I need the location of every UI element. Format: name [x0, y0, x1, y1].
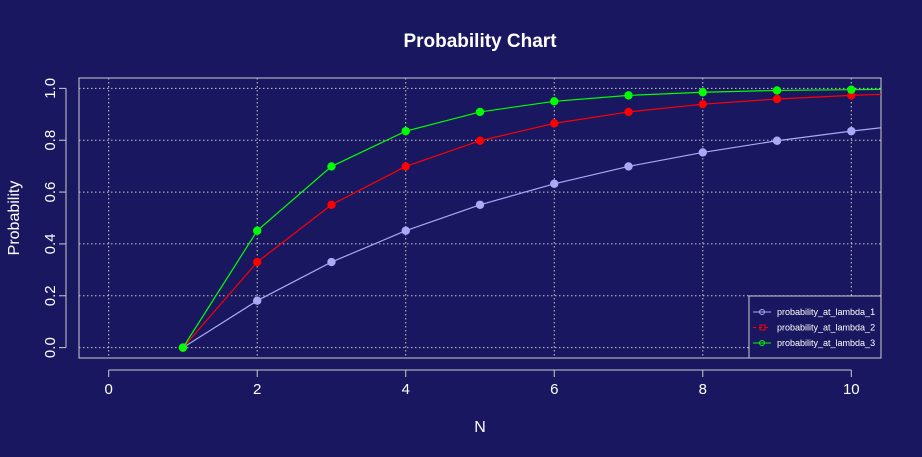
series-3 [178, 85, 882, 352]
data-point-1 [253, 296, 262, 305]
series-group [178, 85, 882, 352]
legend-marker-2 [759, 324, 766, 331]
chart-title: Probability Chart [403, 31, 557, 52]
y-tick-label: 0.2 [42, 285, 59, 306]
x-tick-label: 0 [105, 381, 113, 398]
data-point-2 [550, 119, 559, 128]
data-point-3 [401, 126, 410, 136]
x-tick-label: 4 [402, 381, 410, 398]
legend-label-3: probability_at_lambda_3 [777, 338, 875, 348]
x-tick-label: 8 [699, 381, 707, 398]
data-point-1 [475, 200, 485, 209]
y-axis-label: Probability [6, 181, 23, 256]
data-point-3 [624, 91, 633, 100]
y-tick-label: 0.6 [42, 182, 59, 203]
y-tick-label: 0.8 [42, 130, 59, 151]
y-tick-label: 0.4 [42, 233, 59, 254]
x-tick-label: 10 [843, 381, 860, 398]
axes: 0 2 4 6 8 10 0.0 0.2 0.4 0.6 0.8 1.0 [42, 77, 882, 398]
x-axis-label: N [474, 419, 486, 436]
y-tick-label: 1.0 [42, 78, 59, 99]
data-point-1 [698, 148, 707, 157]
data-point-3 [475, 107, 485, 117]
data-point-2 [475, 136, 485, 145]
x-tick-label: 2 [253, 381, 261, 398]
y-tick-label: 0.0 [42, 337, 59, 358]
data-point-1 [401, 226, 410, 235]
legend-label-2: probability_at_lambda_2 [777, 323, 875, 333]
legend-marker-1 [759, 309, 765, 315]
legend: probability_at_lambda_1 probability_at_la… [748, 295, 882, 359]
grid [79, 78, 881, 358]
data-point-3 [698, 88, 707, 97]
data-point-1 [772, 136, 782, 145]
data-point-1 [550, 179, 559, 188]
data-point-1 [624, 162, 633, 171]
data-point-2 [327, 200, 336, 209]
data-point-3 [772, 86, 782, 95]
data-point-2 [698, 99, 707, 109]
legend-label-1: probability_at_lambda_1 [777, 307, 875, 317]
data-point-3 [178, 343, 188, 352]
data-point-3 [847, 85, 856, 94]
data-point-2 [624, 107, 633, 117]
data-point-2 [253, 257, 262, 267]
data-point-3 [550, 97, 559, 106]
legend-box [748, 295, 882, 359]
data-point-3 [327, 162, 336, 171]
data-point-2 [401, 162, 410, 171]
legend-marker-3 [759, 340, 765, 346]
plot-frame [78, 77, 882, 359]
data-point-2 [772, 94, 782, 104]
data-point-1 [327, 257, 336, 267]
data-point-3 [253, 226, 262, 235]
x-tick-label: 6 [550, 381, 558, 398]
data-point-1 [847, 126, 856, 136]
